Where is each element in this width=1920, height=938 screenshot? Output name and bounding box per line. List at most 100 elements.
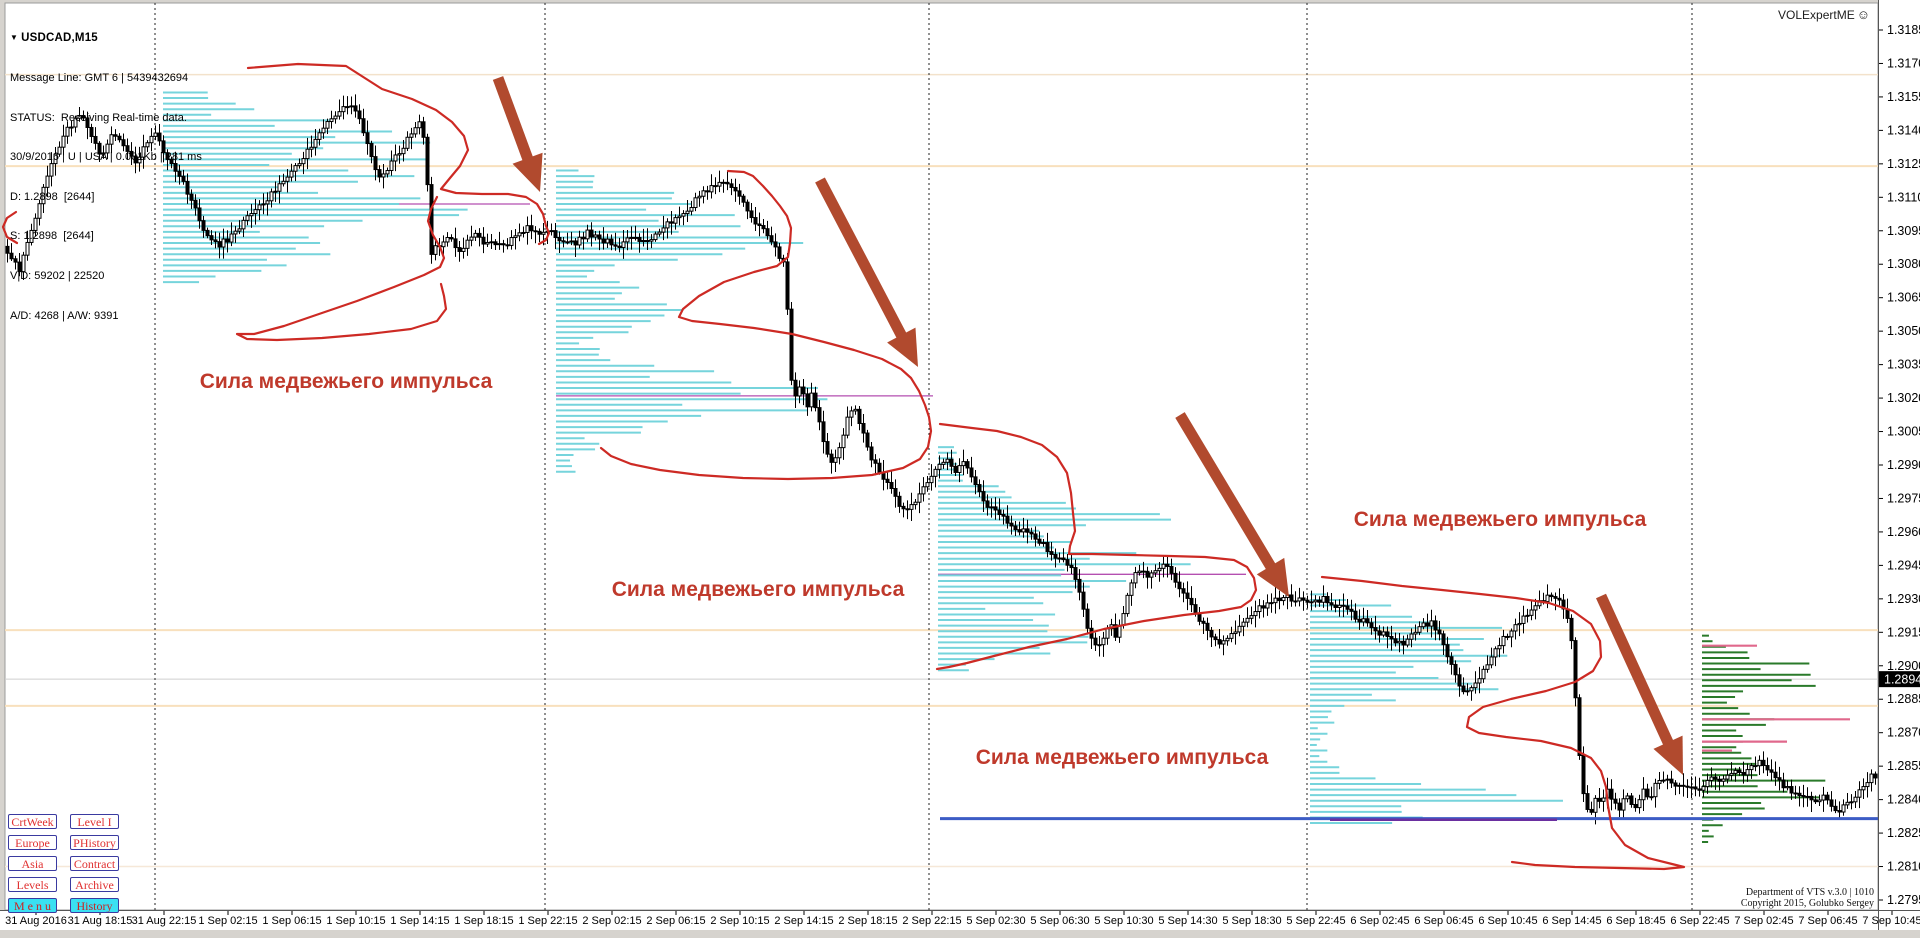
candle-body [1417,626,1422,633]
candle-body [393,154,398,162]
symbol-title[interactable]: ▼ USDCAD,M15 [10,31,202,45]
price-tick-label: 1.2960 [1887,525,1920,539]
candle-body [1793,792,1798,795]
candle-body [61,135,66,148]
button-asia[interactable]: Asia [8,856,57,871]
time-tick-label: 5 Sep 06:30 [1030,915,1089,927]
candle-body [1721,778,1726,782]
candle-body [1797,792,1802,797]
time-tick-label: 1 Sep 10:15 [326,915,385,927]
candle-body [937,463,942,470]
candle-body [1673,782,1678,787]
time-tick-label: 1 Sep 06:15 [262,915,321,927]
candle-body [133,155,138,164]
candle-body [505,244,510,247]
candle-body [149,135,154,144]
candle-body [1357,618,1362,623]
candle-body [1401,640,1406,646]
candle-body [625,237,630,243]
candle-body [561,240,566,243]
candle-body [209,235,214,241]
price-axis[interactable]: 1.3185 1.3170 1.3155 1.3140 1.3125 1.3110 1.30… [1878,23,1920,907]
candle-body [1081,591,1086,610]
time-tick-label: 6 Sep 10:45 [1478,915,1537,927]
candle-body [53,153,58,165]
candle-body [577,236,582,246]
button-contract[interactable]: Contract [70,856,119,871]
candle-body [809,392,814,408]
button-leveli[interactable]: Level I [70,814,119,829]
candle-body [1301,597,1306,601]
candle-body [1049,551,1054,555]
candle-body [453,238,458,249]
button-crtweek[interactable]: CrtWeek [8,814,57,829]
candle-body [1329,602,1334,606]
candle-body [429,184,434,255]
candle-body [1745,769,1750,776]
candle-body [9,252,14,260]
candle-body [1857,789,1862,798]
candle-body [169,158,174,164]
candle-body [5,245,10,254]
candle-body [1161,563,1166,569]
candle-body [1337,604,1342,608]
candle-body [229,233,234,243]
candle-body [1465,690,1470,693]
candle-body [253,209,258,215]
candle-body [849,410,854,418]
candle-body [1637,799,1642,809]
price-tick-label: 1.2840 [1887,793,1920,807]
button-levels[interactable]: Levels [8,877,57,892]
button-archive[interactable]: Archive [70,877,119,892]
candle-body [241,219,246,230]
candle-body [181,175,186,182]
candle-body [1713,776,1718,780]
price-tick-label: 1.3050 [1887,324,1920,338]
button-history[interactable]: History [70,898,119,913]
time-tick-label: 1 Sep 02:15 [198,915,257,927]
candle-body [1689,786,1694,789]
time-axis[interactable]: 31 Aug 2016 31 Aug 18:15 31 Aug 22:15 1 Sep… [5,911,1920,927]
button-menu[interactable]: M e n u [8,898,57,913]
candle-body [105,143,110,154]
volume-profile-2-sep [556,169,828,473]
candle-body [1829,799,1834,807]
candle-body [681,213,686,217]
price-axis-pane[interactable] [1879,0,1920,930]
candle-body [1241,621,1246,627]
current-price-label: 1.2894 [1884,673,1920,687]
candle-body [1037,538,1042,544]
symbol-dropdown-icon[interactable]: ▼ [10,33,19,43]
candle-body [1501,635,1506,647]
candle-body [965,461,970,469]
candle-body [1069,564,1074,569]
indicator-comment: ▼ USDCAD,M15 Message Line: GMT 6 | 543943… [10,5,202,336]
candle-body [1237,625,1242,633]
candle-body [1553,596,1558,599]
time-tick-label: 6 Sep 06:45 [1414,915,1473,927]
candle-body [1609,788,1614,800]
arrow-shaft [1595,593,1676,750]
symbol-label: USDCAD,M15 [21,32,98,45]
time-axis-pane[interactable] [0,911,1920,930]
candle-body [1865,782,1870,788]
button-europe[interactable]: Europe [8,835,57,850]
candle-body [513,235,518,239]
candle-body [613,244,618,247]
candle-body [753,217,758,225]
price-tick-label: 1.2885 [1887,692,1920,706]
candle-body [669,221,674,224]
candle-body [321,127,326,134]
candle-body [421,121,426,138]
button-phistory[interactable]: PHistory [70,835,119,850]
candle-body [357,110,362,120]
candle-body [609,238,614,246]
candle-body [153,132,158,137]
candle-body [365,132,370,145]
impulse-label: Сила медвежьего импульса [1354,508,1647,531]
candle-body [785,261,790,310]
candle-body [1833,805,1838,812]
plot-area[interactable] [4,2,1879,911]
candle-body [961,461,966,467]
